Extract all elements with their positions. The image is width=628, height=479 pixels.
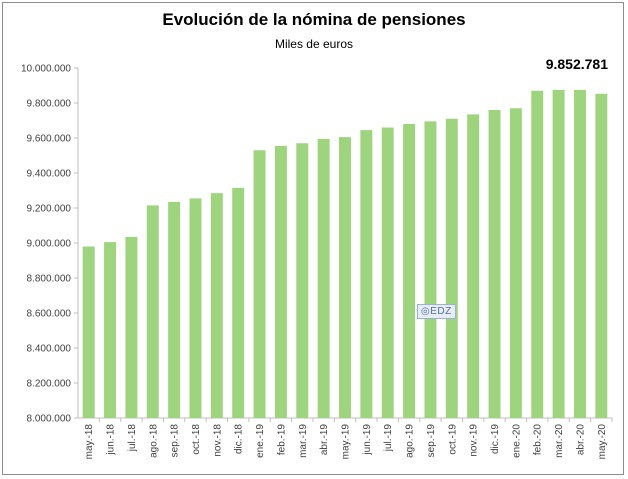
y-tick-label: 8.000.000 [27, 414, 72, 425]
y-tick-label: 9.600.000 [27, 134, 72, 145]
x-tick-label: jul.-18 [127, 424, 138, 453]
bar [125, 236, 138, 418]
y-tick-label: 9.800.000 [27, 99, 72, 110]
x-tick-label: abr.-20 [575, 424, 586, 456]
bar [531, 90, 544, 418]
x-tick-label: mar.-19 [298, 424, 309, 458]
bar [360, 130, 373, 418]
bar [467, 114, 480, 418]
bar [488, 110, 501, 418]
x-tick-label: ago.-18 [148, 424, 159, 458]
bar [82, 246, 95, 418]
bar [424, 121, 437, 418]
x-ticks: may.-18 jun.-18 jul.-18 ago.-18 sep.-18 oct.-… [84, 418, 613, 460]
bar [189, 198, 202, 418]
y-ticks: 8.000.000 8.200.000 8.400.000 8.600.000 8.80… [21, 64, 78, 425]
bar [317, 138, 330, 418]
y-tick-label: 9.400.000 [27, 169, 72, 180]
y-tick-label: 9.200.000 [27, 204, 72, 215]
x-tick-label: dic.-18 [234, 424, 245, 454]
x-tick-label: mar.-20 [554, 424, 565, 458]
bar [552, 89, 565, 418]
bar [146, 205, 159, 418]
watermark-logo: ◎EDZ [417, 304, 456, 319]
bar [573, 89, 586, 418]
x-tick-label: ago.-19 [405, 424, 416, 458]
y-tick-label: 8.600.000 [27, 309, 72, 320]
bar [210, 193, 223, 418]
bar [274, 145, 287, 418]
bar [595, 93, 608, 418]
chart-title: Evolución de la nómina de pensiones [162, 10, 466, 29]
x-tick-label: ene.-19 [255, 424, 266, 458]
y-tick-label: 8.400.000 [27, 344, 72, 355]
bar [296, 143, 309, 418]
bars [82, 89, 608, 418]
bar [104, 242, 117, 418]
x-tick-label: jun.-18 [106, 424, 117, 456]
last-value-annotation: 9.852.781 [545, 56, 608, 72]
y-tick-label: 8.200.000 [27, 379, 72, 390]
x-tick-label: may.-19 [341, 424, 352, 460]
x-tick-label: may.-18 [84, 424, 95, 460]
bar [403, 124, 416, 418]
bar [381, 127, 394, 418]
x-tick-label: sep.-19 [426, 424, 437, 458]
x-tick-label: oct.-19 [447, 424, 458, 455]
bar [232, 187, 245, 418]
x-tick-label: ene.-20 [511, 424, 522, 458]
watermark-icon: ◎ [421, 306, 431, 317]
x-tick-label: jun.-19 [362, 424, 373, 456]
x-tick-label: jul.-19 [383, 424, 394, 453]
x-tick-label: nov.-19 [469, 424, 480, 457]
bar [339, 137, 351, 418]
bar [253, 150, 266, 418]
bar [445, 118, 458, 418]
bar [509, 108, 522, 418]
y-tick-label: 10.000.000 [21, 64, 71, 75]
x-tick-label: may.-20 [597, 424, 608, 460]
x-tick-label: sep.-18 [170, 424, 181, 458]
y-tick-label: 9.000.000 [27, 239, 72, 250]
x-tick-label: dic.-19 [490, 424, 501, 454]
y-tick-label: 8.800.000 [27, 274, 72, 285]
x-tick-label: abr.-19 [319, 424, 330, 456]
x-tick-label: nov.-18 [212, 424, 223, 457]
x-tick-label: feb.-19 [276, 424, 287, 456]
watermark-text: EDZ [430, 306, 452, 317]
chart-subtitle: Miles de euros [274, 37, 354, 51]
bar [168, 201, 181, 418]
x-tick-label: oct.-18 [191, 424, 202, 455]
x-tick-label: feb.-20 [533, 424, 544, 456]
